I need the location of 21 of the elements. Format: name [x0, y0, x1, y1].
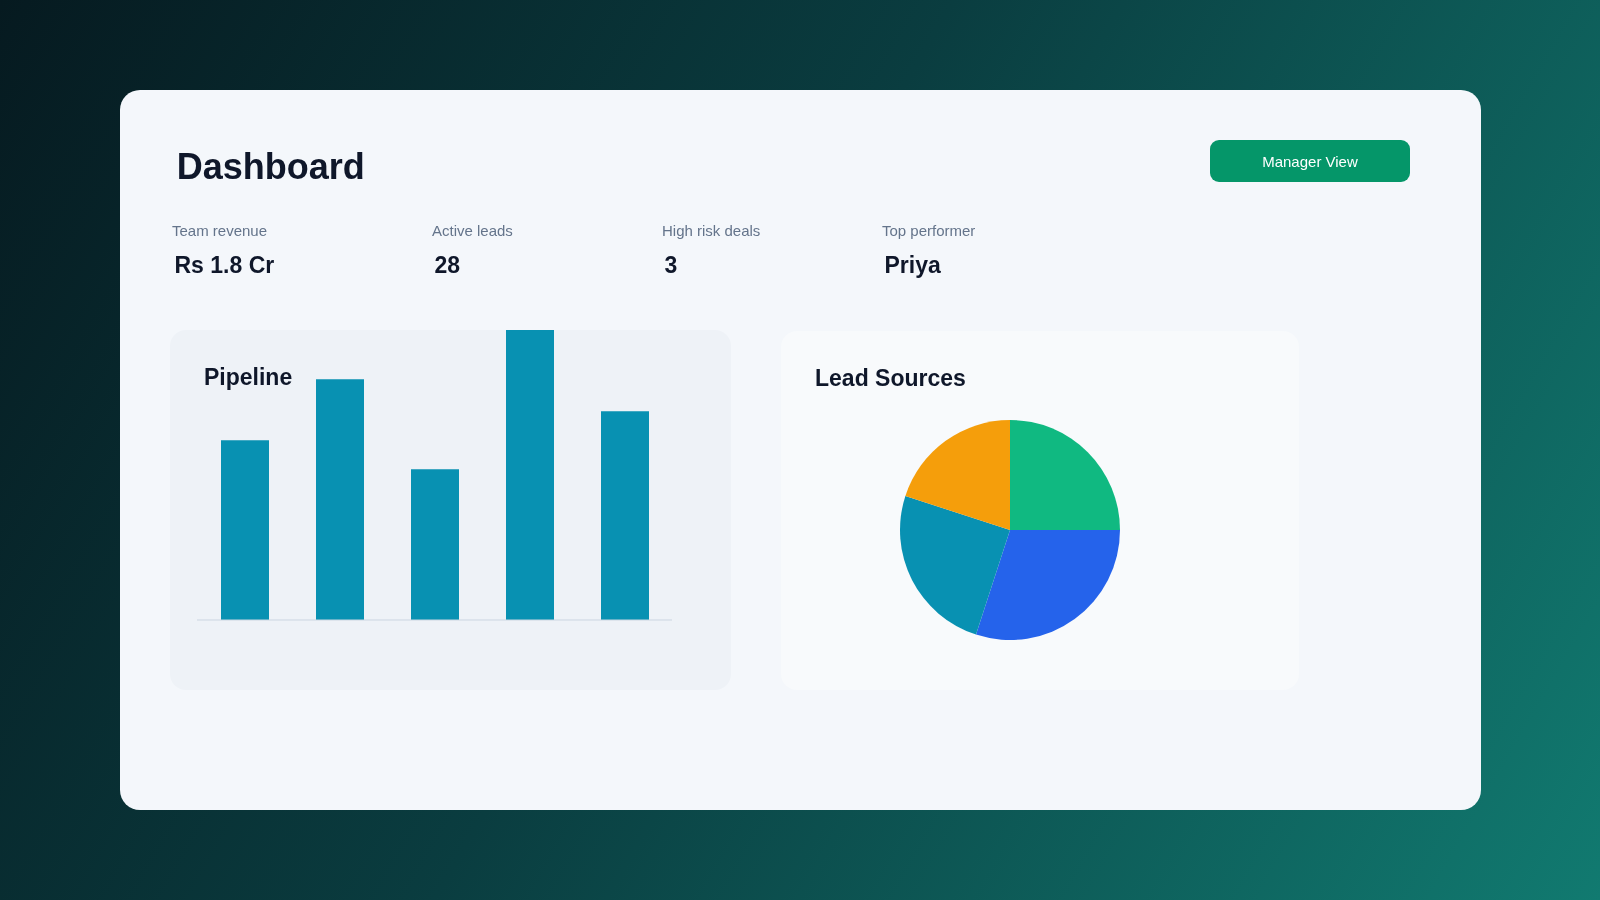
bar [505, 330, 554, 620]
pie-slice [905, 420, 1011, 531]
text: High risk deals [662, 222, 761, 240]
bar [410, 469, 459, 620]
chart-title: Lead Sources [815, 365, 966, 391]
text: Dashboard [176, 146, 365, 187]
text: Team revenue [172, 222, 268, 240]
text: 3 [664, 252, 678, 279]
text: Rs 1.8 Cr [174, 252, 275, 279]
text: Top performer [882, 222, 976, 240]
bar [315, 379, 364, 620]
text: Pipeline [204, 364, 293, 390]
text: Priya [884, 252, 941, 279]
bar [600, 411, 649, 620]
pie-slice [900, 496, 1011, 636]
text: Active leads [432, 222, 513, 240]
pie-slice [976, 530, 1121, 641]
bar [220, 440, 269, 620]
pie-slice [1010, 420, 1121, 531]
button[interactable]: Manager View [1210, 140, 1410, 182]
text: 28 [434, 252, 461, 279]
